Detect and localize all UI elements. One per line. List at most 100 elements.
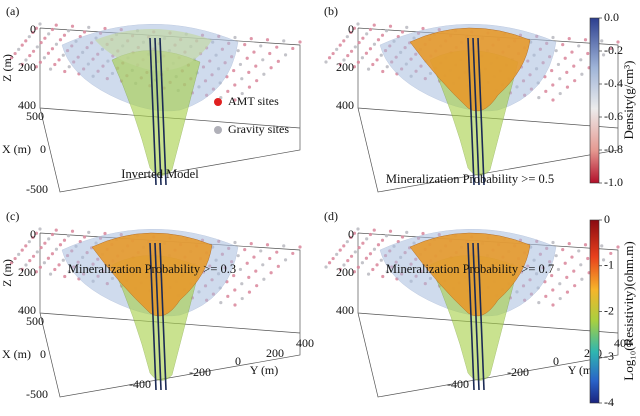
site-dot — [372, 247, 377, 251]
drill-hole — [467, 242, 475, 391]
site-dot — [384, 234, 389, 238]
site-dot — [62, 238, 67, 242]
site-dot — [232, 273, 236, 278]
z-tick-label: 0 — [348, 22, 354, 36]
panel: (c) Mineralization Probability >= 0.3 0 200… — [0, 209, 314, 401]
site-dot — [349, 30, 353, 35]
site-dot — [6, 60, 10, 64]
site-dot — [27, 240, 31, 244]
site-dot — [365, 237, 369, 241]
legend-entry: Gravity sites — [228, 122, 289, 136]
site-dot — [421, 231, 425, 236]
site-dot — [570, 255, 574, 259]
site-dot — [34, 26, 39, 30]
site-dot — [247, 275, 251, 280]
site-dot — [265, 243, 270, 247]
panel: (a) Inverted Model AMT sites Gravity sites 0… — [0, 4, 302, 196]
site-dot — [34, 270, 38, 274]
site-dot — [349, 49, 354, 53]
site-dot — [356, 60, 360, 64]
site-dot — [9, 56, 14, 60]
site-dot — [38, 265, 42, 269]
x-axis-label: X (m) — [2, 347, 31, 361]
x-tick-label: 0 — [40, 142, 46, 156]
site-dot — [238, 62, 243, 67]
inner-body — [95, 29, 212, 71]
site-dot — [338, 62, 342, 66]
site-dot — [28, 259, 32, 263]
site-dot — [50, 252, 55, 256]
site-dot — [372, 228, 376, 232]
site-dot — [24, 263, 28, 267]
site-dot — [275, 250, 279, 254]
drill-hole — [467, 37, 475, 186]
site-dot — [551, 288, 555, 292]
site-dot — [240, 282, 244, 286]
site-dot — [233, 83, 237, 87]
site-dot — [335, 47, 339, 51]
site-dot — [353, 250, 357, 254]
panel: (d) Mineralization Probability >= 0.7 0 200… — [324, 209, 632, 398]
site-dot — [243, 248, 247, 252]
site-dot — [262, 277, 266, 281]
site-dot — [82, 30, 87, 34]
site-dot — [366, 272, 371, 276]
site-dot — [46, 256, 51, 260]
drill-hole — [477, 37, 485, 186]
site-dot — [276, 59, 280, 63]
site-dot — [233, 288, 237, 292]
site-dot — [563, 261, 567, 265]
site-dot — [335, 252, 339, 256]
site-dot — [247, 70, 251, 75]
site-dot — [283, 53, 288, 57]
x-tick-label: 500 — [26, 109, 44, 123]
colorbar-tick-label: -0.4 — [604, 76, 623, 90]
site-dot — [379, 258, 383, 262]
site-dot — [245, 56, 249, 60]
drill-hole — [472, 37, 480, 186]
site-dot — [567, 242, 571, 246]
site-dot — [544, 294, 548, 298]
site-dot — [67, 65, 71, 69]
site-dot — [365, 32, 369, 36]
site-dot — [50, 232, 55, 237]
site-dot — [380, 33, 385, 37]
site-dot — [226, 294, 230, 298]
site-dot — [240, 91, 244, 96]
colorbar-tick-label: 0.0 — [604, 10, 619, 24]
site-dot — [103, 26, 107, 31]
site-dot — [349, 235, 353, 240]
site-dot — [586, 256, 590, 261]
site-dot — [50, 27, 55, 32]
caption: Mineralization Probability >= 0.7 — [386, 262, 554, 276]
site-dot — [247, 290, 252, 294]
site-dot — [572, 269, 576, 273]
site-dot — [579, 58, 583, 62]
site-dot — [249, 37, 253, 41]
colorbar-tick-label: -4 — [604, 395, 614, 409]
site-dot — [372, 42, 377, 46]
z-tick-label: 0 — [30, 22, 36, 36]
site-dot — [565, 70, 569, 75]
site-dot — [43, 36, 47, 40]
site-dot — [6, 265, 10, 269]
site-dot — [42, 56, 47, 60]
y-tick-label: 0 — [553, 354, 559, 368]
site-dot — [338, 267, 342, 271]
site-dot — [324, 60, 328, 64]
site-dot — [352, 65, 356, 69]
site-dot — [537, 96, 541, 100]
site-dot — [9, 261, 14, 265]
site-dot — [551, 98, 555, 102]
site-dot — [298, 40, 302, 44]
z-tick-label: 400 — [336, 303, 354, 317]
site-dot — [283, 258, 288, 262]
site-dot — [368, 47, 373, 51]
site-dot — [35, 45, 39, 49]
y-tick-label: 400 — [614, 336, 632, 350]
site-dot — [327, 56, 332, 60]
site-dot — [243, 43, 247, 47]
site-dot — [61, 258, 65, 262]
site-dot — [245, 261, 249, 265]
